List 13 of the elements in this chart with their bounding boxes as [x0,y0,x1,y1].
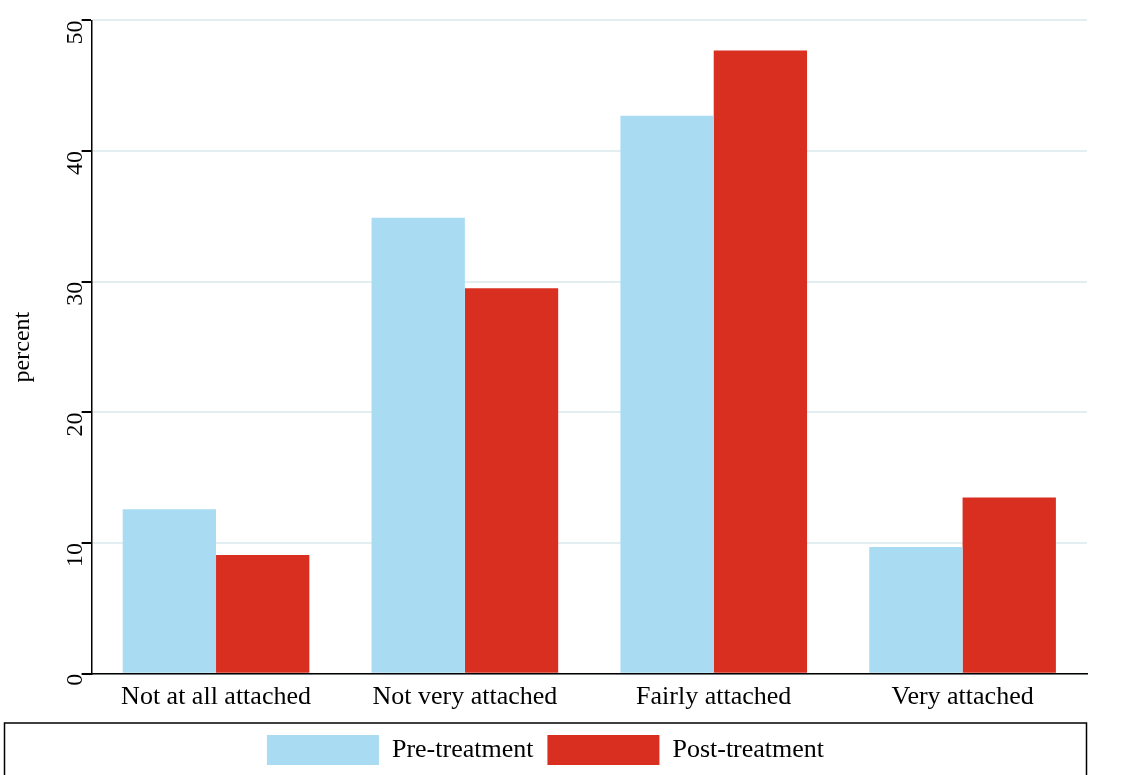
y-tick-label: 10 [60,543,87,568]
x-tick-label: Very attached [891,681,1034,711]
x-tick-label: Fairly attached [636,681,792,711]
y-tick-label: 20 [60,412,87,437]
x-tick-label: Not very attached [372,681,558,711]
y-tick-label: 0 [60,673,87,686]
y-tick-label: 30 [60,281,87,306]
legend-label: Post-treatment [672,733,825,763]
legend-label: Pre-treatment [391,733,535,763]
x-tick-label: Not at all attached [121,681,311,711]
y-axis-title: percent [7,311,34,383]
y-tick-label: 50 [60,20,87,45]
y-tick-label: 40 [60,151,87,176]
